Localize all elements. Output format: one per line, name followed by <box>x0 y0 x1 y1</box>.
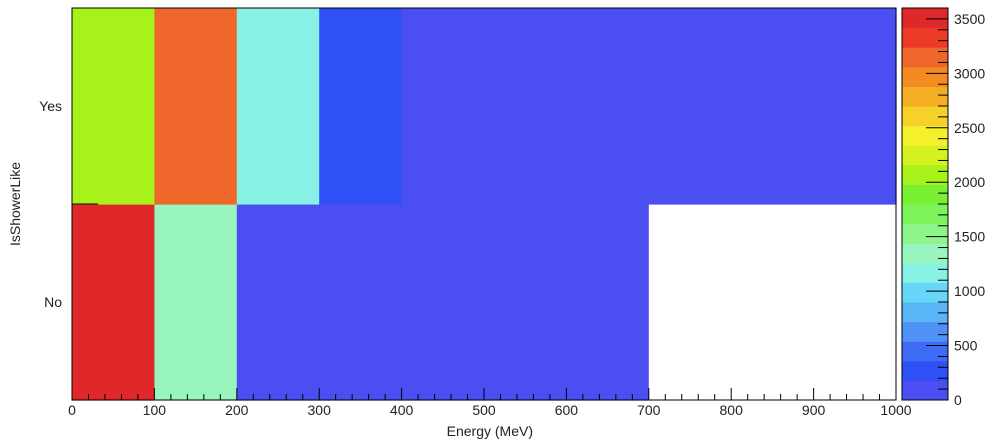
z-tick-label: 500 <box>954 338 978 354</box>
color-scale-segment <box>902 223 948 244</box>
y-tick-label: Yes <box>39 98 62 114</box>
z-tick-label: 2500 <box>954 120 985 136</box>
color-scale-segment <box>902 262 948 283</box>
heatmap-cell-no-200 <box>236 204 320 401</box>
heatmap-cells <box>72 8 897 401</box>
color-scale-segment <box>902 360 948 381</box>
heatmap-cell-yes-0 <box>72 8 155 205</box>
color-scale-segment <box>902 164 948 185</box>
y-tick-label: No <box>44 294 62 310</box>
x-tick-label: 1000 <box>880 402 911 418</box>
heatmap-cell-yes-800 <box>731 8 815 205</box>
x-tick-label: 0 <box>68 402 76 418</box>
x-tick-label: 200 <box>225 402 249 418</box>
heatmap-cell-no-500 <box>484 204 567 401</box>
heatmap-cell-no-600 <box>566 204 650 401</box>
x-tick-label: 300 <box>308 402 332 418</box>
color-scale-segment <box>902 66 948 87</box>
x-tick-label: 800 <box>720 402 744 418</box>
x-tick-label: 700 <box>637 402 661 418</box>
heatmap-cell-no-800 <box>731 204 815 401</box>
x-tick-label: 100 <box>143 402 167 418</box>
x-tick-label: 600 <box>555 402 579 418</box>
z-tick-label: 0 <box>954 392 962 408</box>
z-tick-label: 3000 <box>954 65 985 81</box>
heatmap-cell-yes-200 <box>236 8 320 205</box>
x-tick-label: 400 <box>390 402 414 418</box>
color-scale-segment <box>902 282 948 303</box>
heatmap-cell-no-300 <box>319 204 403 401</box>
x-axis: 0 100 200 300 400 500 600 700 800 900 1000 <box>68 388 912 418</box>
heatmap-cell-yes-500 <box>484 8 567 205</box>
color-scale-segment <box>902 145 948 166</box>
heatmap-cell-yes-700 <box>648 8 732 205</box>
heatmap-cell-yes-300 <box>319 8 403 205</box>
x-tick-label: 900 <box>802 402 826 418</box>
heatmap-cell-yes-100 <box>154 8 238 205</box>
z-tick-label: 2000 <box>954 174 985 190</box>
color-scale-bar <box>901 7 949 401</box>
heatmap-cell-no-900 <box>813 204 897 401</box>
heatmap-cell-no-100 <box>154 204 238 401</box>
color-scale-segment <box>902 47 948 68</box>
color-scale-segment <box>902 27 948 48</box>
heatmap-cell-no-0 <box>72 204 155 401</box>
x-tick-label: 500 <box>472 402 496 418</box>
heatmap-cell-yes-900 <box>813 8 897 205</box>
y-axis-title: IsShowerLike <box>7 162 23 246</box>
color-scale-segment <box>902 125 948 146</box>
color-scale-segment <box>902 106 948 127</box>
color-scale-segment <box>902 302 948 323</box>
color-scale-axis: 0 500 1000 1500 2000 2500 3000 3500 <box>926 7 985 408</box>
color-scale-segment <box>902 243 948 264</box>
y-axis: No Yes <box>39 7 98 401</box>
heatmap-cell-no-700 <box>648 204 732 401</box>
color-scale-segment <box>902 380 948 401</box>
color-scale-segment <box>902 8 948 29</box>
z-tick-label: 1500 <box>954 229 985 245</box>
x-axis-title: Energy (MeV) <box>447 423 533 439</box>
color-scale-segment <box>902 184 948 205</box>
color-scale-segment <box>902 86 948 107</box>
heatmap-cell-no-400 <box>401 204 485 401</box>
heatmap-cell-yes-400 <box>401 8 485 205</box>
heatmap-cell-yes-600 <box>566 8 650 205</box>
color-scale-segment <box>902 204 948 225</box>
z-tick-label: 1000 <box>954 283 985 299</box>
color-scale-segment <box>902 341 948 362</box>
z-tick-label: 3500 <box>954 11 985 27</box>
color-scale-segment <box>902 321 948 342</box>
